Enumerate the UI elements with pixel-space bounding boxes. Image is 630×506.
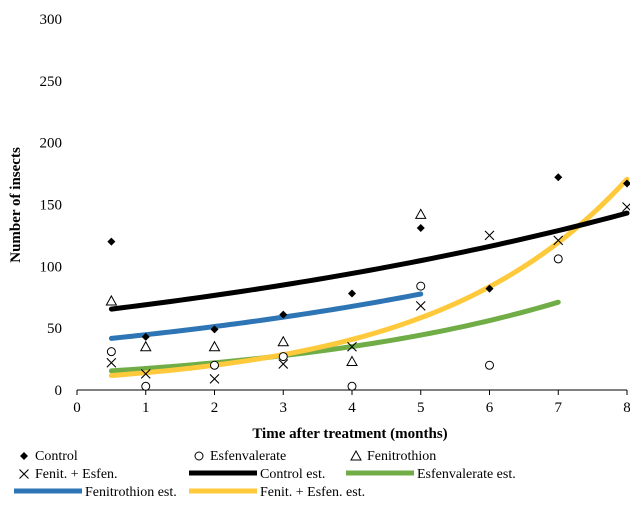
legend-item: Fenitrothion (350, 449, 436, 464)
x-tick-label: 6 (486, 400, 494, 416)
point-esfenvalerate (347, 381, 357, 391)
x-tick-label: 3 (280, 400, 288, 416)
y-tick-label: 50 (47, 321, 62, 337)
point-control (141, 332, 150, 341)
data-points (105, 173, 630, 391)
legend-item: Fenitrothion est. (14, 485, 177, 500)
point-fenitrothion (208, 340, 221, 352)
x-tick-label: 5 (417, 400, 425, 416)
fit-curves (108, 176, 630, 379)
y-tick-label: 150 (40, 198, 63, 214)
legend-item: Fenit. + Esfen. est. (189, 485, 365, 500)
x-tick-label: 0 (73, 400, 81, 416)
point-control (485, 284, 494, 293)
legend-label: Fenitrothion (367, 449, 436, 464)
point-control (416, 223, 425, 232)
point-fenitrothion (414, 208, 427, 219)
point-esfenvalerate (106, 347, 116, 357)
y-tick-label: 100 (40, 259, 63, 275)
legend-marker (350, 449, 362, 461)
legend-item: Esfenvalerate (194, 449, 286, 464)
point-fenit-esfen (622, 202, 630, 212)
legend-label: Fenitrothion est. (85, 485, 177, 500)
x-tick-label: 2 (211, 400, 219, 416)
point-fenitrothion (346, 355, 358, 367)
point-esfenvalerate (210, 360, 219, 370)
legend-label: Fenit. + Esfen. est. (260, 485, 365, 500)
point-fenitrothion (105, 294, 118, 306)
point-esfenvalerate (416, 281, 426, 291)
fit-curve-control-est (108, 210, 630, 312)
x-tick-label: 1 (142, 400, 150, 416)
legend-marker (19, 469, 29, 479)
legend-label: Fenit. + Esfen. (35, 467, 118, 482)
x-axis-label: Time after treatment (months) (252, 426, 447, 442)
point-fenitrothion (139, 340, 152, 352)
fit-curve-esfenvalerate-est (108, 299, 561, 374)
legend-item: Fenit. + Esfen. (19, 467, 118, 482)
x-tick-label: 7 (555, 400, 563, 416)
legend-marker (20, 452, 28, 460)
fit-curve-fenit-esfen-est (108, 176, 630, 379)
y-axis-ticks: 0 50 100 150 200 250 300 (40, 12, 63, 399)
point-fenit-esfen (415, 301, 426, 311)
legend-label: Esfenvalerate est. (417, 467, 516, 482)
y-tick-label: 300 (40, 12, 63, 28)
point-esfenvalerate (553, 254, 563, 264)
y-tick-label: 200 (40, 136, 63, 152)
legend-label: Control est. (260, 467, 325, 482)
legend-item: Esfenvalerate est. (346, 467, 516, 482)
point-fenit-esfen (209, 373, 220, 384)
legend-item: Control (20, 449, 78, 464)
legend: Control Esfenvalerate Fenitrothion Fenit. +… (14, 449, 516, 500)
y-tick-label: 0 (55, 383, 63, 399)
point-control (348, 289, 356, 298)
legend-label: Control (35, 449, 78, 464)
point-fenit-esfen (278, 359, 289, 369)
point-esfenvalerate (141, 381, 151, 391)
point-fenit-esfen (347, 341, 357, 352)
point-fenit-esfen (106, 357, 117, 368)
x-tick-label: 4 (348, 400, 356, 416)
point-control (554, 173, 563, 182)
point-control (279, 310, 288, 319)
y-tick-label: 250 (40, 74, 63, 90)
fit-curve-fenitrothion-est (108, 291, 424, 341)
x-axis-ticks: 0 1 2 3 4 5 6 7 8 (73, 390, 630, 416)
x-tick-label: 8 (623, 400, 630, 416)
point-control (623, 179, 630, 188)
point-esfenvalerate (485, 360, 494, 370)
point-fenitrothion (277, 335, 290, 347)
legend-label: Esfenvalerate (210, 449, 286, 464)
legend-marker (194, 451, 204, 461)
point-control (210, 325, 219, 334)
point-fenit-esfen (140, 369, 151, 379)
point-fenit-esfen (553, 235, 564, 246)
y-axis-label: Number of insects (8, 147, 24, 263)
point-esfenvalerate (278, 352, 288, 362)
legend-item: Control est. (189, 467, 325, 482)
point-control (107, 237, 116, 246)
point-fenit-esfen (484, 230, 495, 241)
